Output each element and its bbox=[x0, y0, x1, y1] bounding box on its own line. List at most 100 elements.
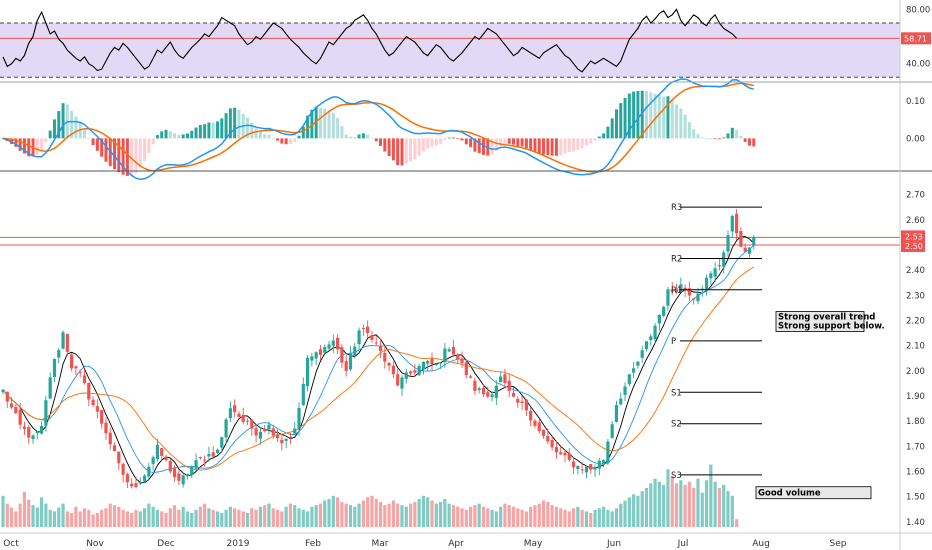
candle-body bbox=[529, 411, 533, 421]
x-tick-label: Mar bbox=[372, 539, 389, 549]
volume-bar bbox=[48, 509, 52, 527]
volume-bar bbox=[730, 495, 734, 527]
candle-body bbox=[456, 355, 460, 360]
candle-body bbox=[185, 474, 190, 477]
macd-histogram-bar bbox=[524, 138, 528, 148]
macd-histogram-bar bbox=[374, 138, 378, 142]
volume-bar bbox=[134, 509, 138, 527]
volume-bar bbox=[280, 511, 284, 527]
macd-histogram-bar bbox=[696, 134, 700, 139]
candle-body bbox=[207, 453, 211, 457]
pivot-level-label: S1 bbox=[671, 388, 682, 398]
candle-body bbox=[57, 350, 61, 358]
volume-bar bbox=[207, 508, 211, 527]
volume-bar bbox=[443, 498, 447, 527]
price-tick-label: 2.60 bbox=[906, 216, 925, 226]
volume-bar bbox=[653, 478, 657, 527]
candle-body bbox=[91, 399, 95, 406]
candle-body bbox=[606, 441, 610, 464]
candle-body bbox=[237, 413, 241, 418]
macd-histogram-bar bbox=[567, 138, 571, 152]
macd-histogram-bar bbox=[147, 138, 151, 153]
volume-bar bbox=[602, 506, 606, 527]
volume-bar bbox=[366, 497, 370, 527]
candle-body bbox=[258, 431, 262, 439]
candle-body bbox=[147, 466, 151, 477]
volume-bar bbox=[704, 480, 709, 527]
macd-histogram-bar bbox=[512, 138, 516, 145]
macd-histogram-bar bbox=[636, 91, 640, 139]
macd-histogram-bar bbox=[306, 115, 310, 139]
macd-histogram-bar bbox=[323, 108, 327, 139]
candle-body bbox=[331, 340, 335, 346]
macd-histogram-bar bbox=[735, 129, 739, 139]
volume-bar bbox=[14, 511, 18, 527]
macd-histogram-bar bbox=[717, 138, 721, 140]
volume-bar bbox=[331, 495, 335, 527]
volume-bar bbox=[173, 505, 177, 527]
candle-body bbox=[666, 289, 670, 306]
macd-histogram-bar bbox=[61, 103, 65, 139]
volume-bar bbox=[194, 509, 198, 527]
volume-bar bbox=[580, 509, 584, 527]
volume-bar bbox=[181, 506, 185, 527]
volume-bar bbox=[490, 509, 494, 527]
volume-bar bbox=[160, 511, 164, 527]
macd-histogram-bar bbox=[722, 137, 726, 139]
macd-histogram-bar bbox=[730, 127, 734, 139]
macd-histogram-bar bbox=[593, 138, 597, 141]
macd-histogram-bar bbox=[477, 138, 481, 154]
annotation-box bbox=[775, 311, 865, 332]
volume-bar bbox=[5, 503, 9, 527]
candle-body bbox=[108, 432, 112, 445]
macd-histogram-bar bbox=[683, 114, 687, 139]
moving-average-line bbox=[2, 266, 755, 471]
volume-bar bbox=[203, 503, 207, 527]
candle-body bbox=[481, 387, 486, 395]
candle-body bbox=[580, 469, 584, 471]
volume-bar bbox=[460, 508, 464, 527]
candle-body bbox=[640, 350, 644, 358]
volume-bar bbox=[520, 509, 524, 527]
macd-histogram-bar bbox=[327, 110, 331, 139]
volume-bar bbox=[301, 509, 305, 527]
candle-body bbox=[254, 428, 258, 436]
macd-histogram-bar bbox=[220, 118, 224, 139]
candle-body bbox=[104, 422, 108, 434]
candle-body bbox=[271, 428, 275, 436]
macd-histogram-bar bbox=[190, 130, 194, 139]
macd-histogram-bar bbox=[250, 122, 254, 139]
macd-histogram-bar bbox=[481, 138, 485, 155]
volume-bar bbox=[267, 503, 271, 527]
macd-histogram-bar bbox=[177, 134, 181, 139]
macd-histogram-bar bbox=[297, 135, 301, 139]
candle-body bbox=[336, 337, 340, 350]
macd-histogram-bar bbox=[207, 122, 211, 139]
volume-bar bbox=[627, 497, 631, 527]
macd-histogram-bar bbox=[413, 138, 417, 160]
macd-histogram-bar bbox=[336, 118, 340, 139]
volume-bar bbox=[404, 506, 408, 527]
macd-histogram-bar bbox=[726, 133, 730, 139]
volume-bar bbox=[348, 505, 353, 527]
candle-body bbox=[486, 392, 490, 397]
macd-histogram-bar bbox=[143, 138, 147, 161]
volume-bar bbox=[228, 506, 232, 527]
macd-histogram-bar bbox=[14, 138, 18, 147]
macd-histogram-bar bbox=[185, 133, 189, 139]
candle-body bbox=[9, 403, 14, 408]
candle-body bbox=[722, 252, 726, 267]
rsi-tick-label: 80.00 bbox=[906, 5, 930, 15]
candle-body bbox=[430, 358, 434, 365]
candle-body bbox=[220, 437, 224, 448]
macd-histogram-bar bbox=[203, 124, 207, 139]
volume-bar bbox=[571, 508, 576, 527]
price-panel: R3 R2 R1 P S1 S2 S3 Strong overall trendStrong … bbox=[0, 191, 925, 528]
candle-body bbox=[593, 467, 597, 470]
candle-body bbox=[563, 452, 567, 456]
volume-bar bbox=[670, 475, 674, 527]
volume-bar bbox=[297, 508, 301, 527]
volume-bar bbox=[692, 488, 696, 527]
volume-bar bbox=[74, 506, 78, 527]
